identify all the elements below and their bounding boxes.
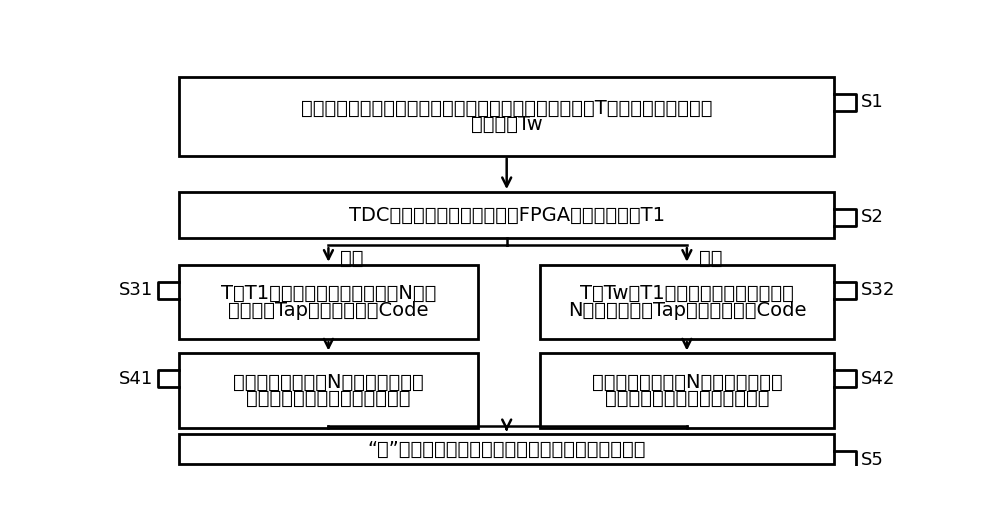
Text: N，中延时级数Tap，细延时码值Code: N，中延时级数Tap，细延时码值Code (568, 300, 806, 320)
Text: 前沿: 前沿 (340, 249, 364, 268)
Bar (179, 77, 834, 156)
Text: S41: S41 (119, 370, 153, 388)
Text: “与”逻辑运算获得延时和宽度均精确可调的输出脉冲: “与”逻辑运算获得延时和宽度均精确可调的输出脉冲 (367, 440, 646, 458)
Text: S2: S2 (860, 209, 883, 226)
Bar (540, 265, 834, 339)
Text: 后沿: 后沿 (699, 249, 722, 268)
Text: 延时级数Tap，细延时码值Code: 延时级数Tap，细延时码值Code (228, 300, 429, 320)
Text: TDC测量出输入信号该相对于FPGA时钟的时间值T1: TDC测量出输入信号该相对于FPGA时钟的时间值T1 (349, 206, 665, 225)
Bar (540, 353, 834, 428)
Text: T与T1相加，算出粗延时周期数N，中: T与T1相加，算出粗延时周期数N，中 (221, 285, 436, 303)
Text: 粗延时计数器到达N后，输出后沿脉: 粗延时计数器到达N后，输出后沿脉 (592, 373, 782, 392)
Text: T、Tw与T1相加，算出粗延时周期数: T、Tw与T1相加，算出粗延时周期数 (580, 285, 794, 303)
Text: S1: S1 (860, 93, 883, 112)
Bar (179, 353, 478, 428)
Text: S5: S5 (860, 451, 883, 468)
Bar (179, 434, 834, 464)
Text: 用户首先设置延时值，代表对输入数字信号延时多长时间T，以及延时后输出脉: 用户首先设置延时值，代表对输入数字信号延时多长时间T，以及延时后输出脉 (301, 99, 712, 118)
Text: S31: S31 (119, 281, 153, 299)
Text: 粗延时计数器到达N后，输出前沿脉: 粗延时计数器到达N后，输出前沿脉 (233, 373, 424, 392)
Text: 冲的宽度Tw: 冲的宽度Tw (471, 115, 543, 134)
Bar (179, 192, 834, 238)
Text: 冲，此脉冲再被中延时和细延时: 冲，此脉冲再被中延时和细延时 (246, 389, 411, 408)
Text: S32: S32 (860, 281, 895, 299)
Bar (179, 265, 478, 339)
Text: S42: S42 (860, 370, 895, 388)
Text: 冲，此脉冲再被中延时和细延时: 冲，此脉冲再被中延时和细延时 (605, 389, 769, 408)
